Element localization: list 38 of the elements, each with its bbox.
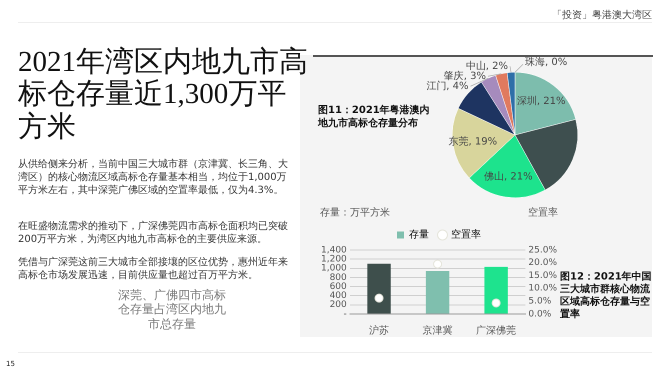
x-tick-label: 京津冀 <box>422 324 453 337</box>
y-tick-label: 200 <box>330 300 348 310</box>
text: 图11：2021年粤港澳内地九市高标仓存量分布 <box>318 105 430 130</box>
text: 深莞、广佛四市高标仓存量占湾区内地九市总存量 <box>118 288 226 332</box>
y-axis-title: 存量：万平方米 <box>320 206 390 219</box>
slice-label: 中山, 2% <box>466 60 508 72</box>
y-tick-label: 600 <box>330 282 348 292</box>
y2-tick-label: 15.0% <box>528 270 558 281</box>
legend-label: 空置率 <box>451 228 481 241</box>
y2-tick-label: 25.0% <box>528 245 558 256</box>
legend-label: 存量 <box>409 228 429 241</box>
legend-label: 珠海, 0% <box>525 56 568 68</box>
y2-tick-label: 10.0% <box>528 284 558 294</box>
slice-label: 深圳, 21% <box>516 94 566 107</box>
point <box>433 260 442 269</box>
y-tick-label: 800 <box>330 272 348 283</box>
slice-label: 肇庆, 3% <box>444 70 486 82</box>
point <box>374 294 384 303</box>
text: 凭借与广深莞这前三大城市全部接壤的区位优势，惠州近年来高标仓市场发展迅速，目前供应量也超过百万平方米。 <box>18 256 289 282</box>
x-tick-label: 广深佛莞 <box>476 324 516 337</box>
text: 「投资」粤港澳大湾区 <box>552 8 652 22</box>
y-tick-label: 1,000 <box>321 264 348 274</box>
y-tick-label: - <box>344 309 347 320</box>
y-tick-label: 1,400 <box>321 245 348 256</box>
slice-label: 江门, 4% <box>426 80 468 92</box>
y2-tick-label: 0.0% <box>528 309 552 320</box>
text: 2021年湾区内地九市高标仓存量近1,300万平方米 <box>18 46 309 144</box>
y2-axis-title: 空置率 <box>528 206 558 219</box>
y2-tick-label: 20.0% <box>528 258 558 268</box>
slice-label: 佛山, 21% <box>484 170 533 183</box>
y2-tick-label: 5.0% <box>528 296 552 307</box>
text: 在旺盛物流需求的推动下，广深佛莞四市高标仓面积均已突破200万平方米，为湾区内地九市高标仓的主要供应来源。 <box>18 220 289 246</box>
x-tick-label: 沪苏 <box>369 324 390 337</box>
text: 图12：2021年中国三大城市群核心物流区域高标仓存量与空置率 <box>559 270 652 320</box>
y-tick-label: 400 <box>330 291 348 302</box>
y-tick-label: 1,200 <box>321 254 348 264</box>
point <box>492 298 501 308</box>
text: 从供给侧来分析，当前中国三大城市群（京津冀、长三角、大湾区）的核心物流区域高标仓存量基本相当，均位于1,000万平方米左右，其中深莞广佛区域的空置率最低，仅为4.3%。 <box>18 158 289 197</box>
